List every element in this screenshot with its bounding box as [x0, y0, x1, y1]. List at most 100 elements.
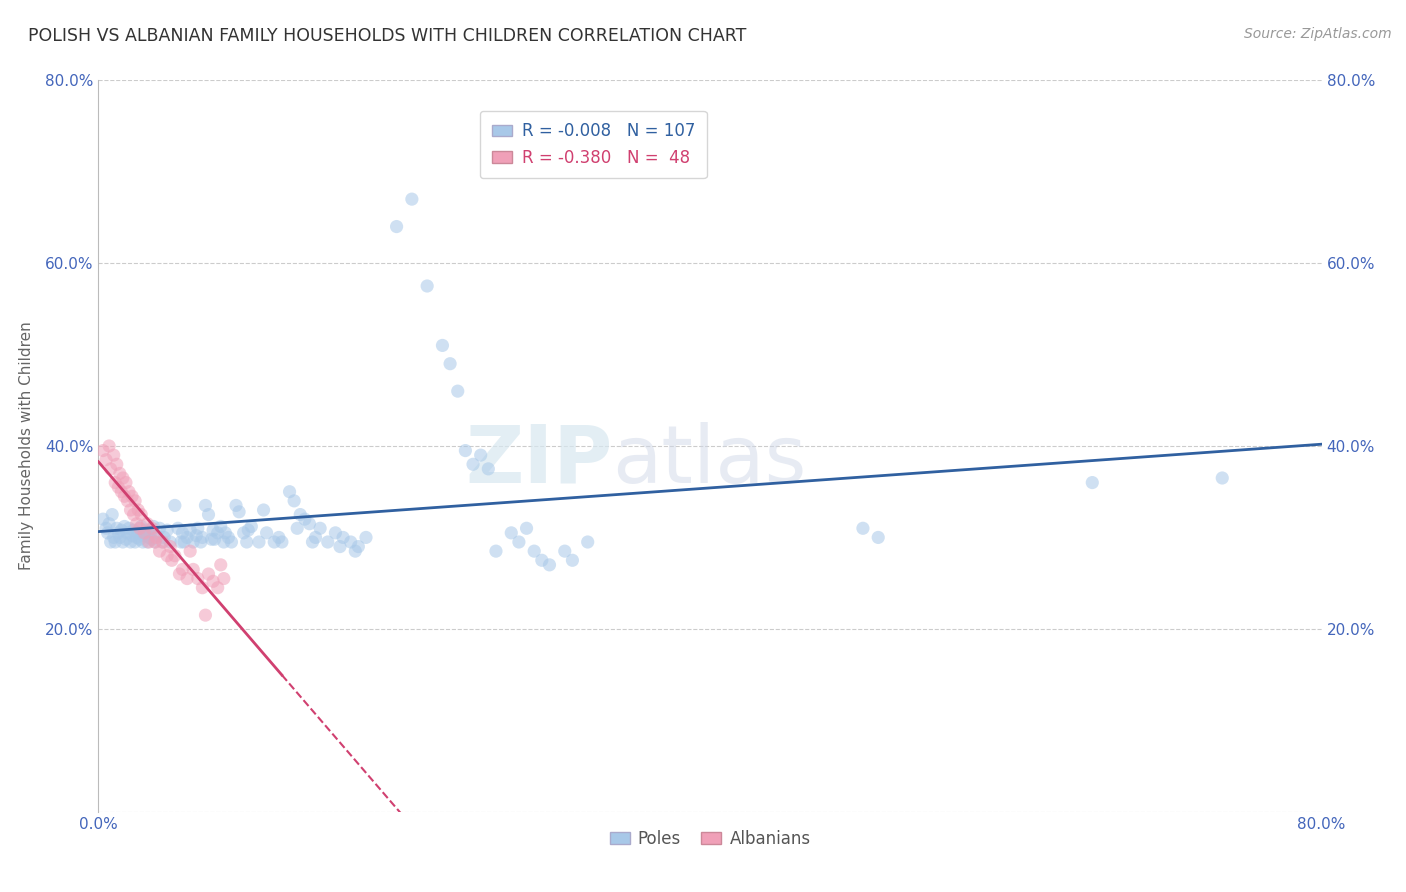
- Point: [194, 499, 217, 513]
- Text: Source: ZipAtlas.com: Source: ZipAtlas.com: [1244, 27, 1392, 41]
- Point: [470, 448, 492, 462]
- Point: [94, 521, 117, 535]
- Text: ZIP: ZIP: [465, 422, 612, 500]
- Point: [301, 535, 323, 549]
- Point: [115, 475, 138, 490]
- Point: [217, 530, 239, 544]
- Point: [125, 530, 148, 544]
- Point: [118, 484, 141, 499]
- Point: [135, 523, 157, 537]
- Point: [290, 508, 312, 522]
- Point: [103, 448, 125, 462]
- Point: [105, 457, 128, 471]
- Point: [107, 525, 129, 540]
- Point: [225, 499, 247, 513]
- Point: [298, 516, 321, 531]
- Point: [125, 516, 148, 531]
- Point: [385, 219, 408, 234]
- Point: [141, 521, 163, 535]
- Point: [283, 494, 305, 508]
- Point: [1211, 471, 1233, 485]
- Point: [516, 521, 538, 535]
- Point: [200, 533, 222, 547]
- Point: [263, 535, 285, 549]
- Point: [554, 544, 576, 558]
- Point: [111, 471, 134, 485]
- Point: [501, 525, 523, 540]
- Text: atlas: atlas: [612, 422, 807, 500]
- Point: [91, 512, 114, 526]
- Point: [94, 452, 117, 467]
- Legend: Poles, Albanians: Poles, Albanians: [603, 823, 817, 855]
- Point: [439, 357, 461, 371]
- Point: [124, 494, 146, 508]
- Point: [136, 535, 159, 549]
- Point: [105, 521, 128, 535]
- Point: [172, 562, 194, 576]
- Point: [212, 535, 235, 549]
- Point: [179, 544, 201, 558]
- Point: [207, 525, 229, 540]
- Point: [176, 572, 198, 586]
- Point: [347, 540, 370, 554]
- Point: [167, 521, 190, 535]
- Point: [104, 535, 127, 549]
- Point: [129, 519, 152, 533]
- Point: [267, 530, 290, 544]
- Point: [124, 535, 146, 549]
- Point: [159, 535, 181, 549]
- Point: [169, 567, 191, 582]
- Point: [134, 525, 156, 540]
- Point: [143, 535, 166, 549]
- Point: [252, 503, 274, 517]
- Point: [163, 499, 186, 513]
- Point: [194, 608, 217, 623]
- Point: [204, 533, 226, 547]
- Point: [108, 467, 131, 481]
- Point: [508, 535, 530, 549]
- Point: [152, 535, 174, 549]
- Point: [103, 530, 125, 544]
- Point: [138, 530, 160, 544]
- Point: [111, 535, 134, 549]
- Point: [304, 530, 326, 544]
- Point: [163, 549, 186, 563]
- Point: [190, 535, 212, 549]
- Point: [176, 530, 198, 544]
- Point: [232, 525, 254, 540]
- Point: [107, 480, 129, 494]
- Point: [202, 523, 225, 537]
- Point: [432, 338, 454, 352]
- Point: [159, 540, 181, 554]
- Point: [214, 525, 236, 540]
- Point: [477, 462, 499, 476]
- Point: [160, 553, 183, 567]
- Point: [100, 535, 122, 549]
- Point: [101, 508, 124, 522]
- Point: [454, 443, 477, 458]
- Point: [181, 535, 204, 549]
- Point: [329, 540, 352, 554]
- Point: [172, 525, 194, 540]
- Point: [416, 279, 439, 293]
- Point: [170, 535, 193, 549]
- Point: [332, 530, 354, 544]
- Point: [191, 530, 214, 544]
- Point: [209, 519, 232, 533]
- Point: [401, 192, 423, 206]
- Y-axis label: Family Households with Children: Family Households with Children: [18, 322, 34, 570]
- Point: [221, 535, 243, 549]
- Point: [256, 525, 278, 540]
- Point: [187, 521, 209, 535]
- Point: [212, 572, 235, 586]
- Point: [98, 516, 121, 531]
- Point: [138, 535, 160, 549]
- Point: [187, 572, 209, 586]
- Point: [110, 484, 132, 499]
- Point: [339, 535, 361, 549]
- Point: [270, 535, 292, 549]
- Point: [530, 553, 553, 567]
- Point: [207, 581, 229, 595]
- Point: [238, 523, 260, 537]
- Point: [121, 528, 143, 542]
